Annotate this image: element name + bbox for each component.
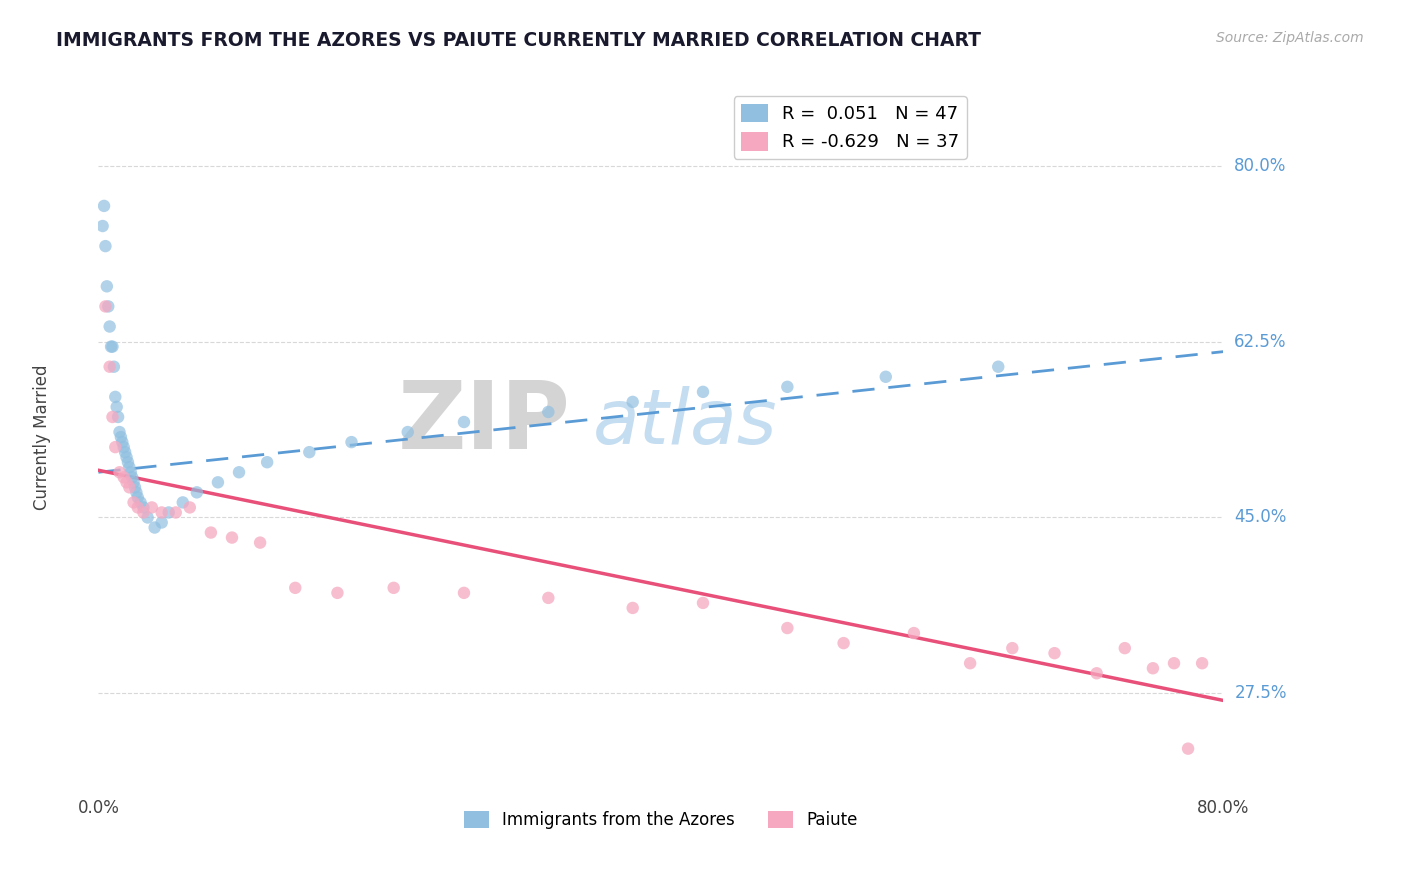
Point: [537, 591, 560, 605]
Point: [621, 601, 644, 615]
Point: [124, 480, 146, 494]
Text: Currently Married: Currently Married: [34, 364, 51, 510]
Point: [94, 239, 117, 253]
Point: [94, 300, 117, 314]
Text: 27.5%: 27.5%: [1234, 684, 1286, 702]
Point: [117, 455, 139, 469]
Point: [396, 425, 419, 439]
Point: [150, 506, 173, 520]
Point: [903, 626, 925, 640]
Point: [96, 279, 118, 293]
Point: [1114, 641, 1136, 656]
Point: [1043, 646, 1066, 660]
Point: [298, 445, 321, 459]
Point: [179, 500, 201, 515]
Text: 62.5%: 62.5%: [1234, 333, 1286, 351]
Point: [98, 319, 121, 334]
Point: [118, 480, 141, 494]
Point: [112, 470, 135, 484]
Point: [776, 380, 799, 394]
Point: [340, 435, 363, 450]
Point: [111, 435, 134, 450]
Point: [249, 535, 271, 549]
Point: [959, 657, 981, 671]
Point: [132, 506, 155, 520]
Point: [453, 586, 475, 600]
Point: [875, 369, 897, 384]
Point: [987, 359, 1010, 374]
Point: [105, 400, 128, 414]
Point: [382, 581, 405, 595]
Point: [108, 465, 131, 479]
Point: [122, 495, 145, 509]
Point: [97, 300, 120, 314]
Point: [101, 409, 124, 424]
Point: [98, 359, 121, 374]
Point: [93, 199, 115, 213]
Text: Source: ZipAtlas.com: Source: ZipAtlas.com: [1216, 31, 1364, 45]
Point: [1142, 661, 1164, 675]
Point: [136, 510, 159, 524]
Point: [127, 491, 149, 505]
Point: [284, 581, 307, 595]
Point: [108, 425, 131, 439]
Point: [100, 340, 122, 354]
Point: [1085, 666, 1108, 681]
Point: [1191, 657, 1213, 671]
Point: [114, 445, 136, 459]
Point: [107, 409, 129, 424]
Point: [129, 495, 152, 509]
Point: [115, 475, 138, 490]
Point: [165, 506, 187, 520]
Point: [692, 384, 714, 399]
Point: [143, 520, 166, 534]
Text: 80.0%: 80.0%: [1234, 157, 1286, 175]
Point: [127, 500, 149, 515]
Point: [776, 621, 799, 635]
Point: [537, 405, 560, 419]
Point: [692, 596, 714, 610]
Point: [122, 475, 145, 490]
Point: [1163, 657, 1185, 671]
Point: [112, 440, 135, 454]
Point: [121, 470, 143, 484]
Point: [91, 219, 114, 233]
Point: [157, 506, 180, 520]
Point: [200, 525, 222, 540]
Point: [186, 485, 208, 500]
Point: [101, 340, 124, 354]
Text: atlas: atlas: [593, 386, 778, 459]
Point: [172, 495, 194, 509]
Text: 45.0%: 45.0%: [1234, 508, 1286, 526]
Point: [141, 500, 163, 515]
Point: [832, 636, 855, 650]
Legend: Immigrants from the Azores, Paiute: Immigrants from the Azores, Paiute: [457, 804, 865, 836]
Point: [115, 450, 138, 465]
Point: [104, 440, 127, 454]
Point: [1177, 741, 1199, 756]
Point: [621, 395, 644, 409]
Point: [118, 460, 141, 475]
Point: [207, 475, 229, 490]
Point: [221, 531, 243, 545]
Point: [326, 586, 349, 600]
Point: [1001, 641, 1024, 656]
Point: [453, 415, 475, 429]
Text: ZIP: ZIP: [398, 376, 571, 469]
Point: [104, 390, 127, 404]
Point: [228, 465, 250, 479]
Text: IMMIGRANTS FROM THE AZORES VS PAIUTE CURRENTLY MARRIED CORRELATION CHART: IMMIGRANTS FROM THE AZORES VS PAIUTE CUR…: [56, 31, 981, 50]
Point: [150, 516, 173, 530]
Point: [120, 465, 142, 479]
Point: [256, 455, 278, 469]
Point: [110, 430, 132, 444]
Point: [103, 359, 125, 374]
Point: [125, 485, 148, 500]
Point: [132, 500, 155, 515]
